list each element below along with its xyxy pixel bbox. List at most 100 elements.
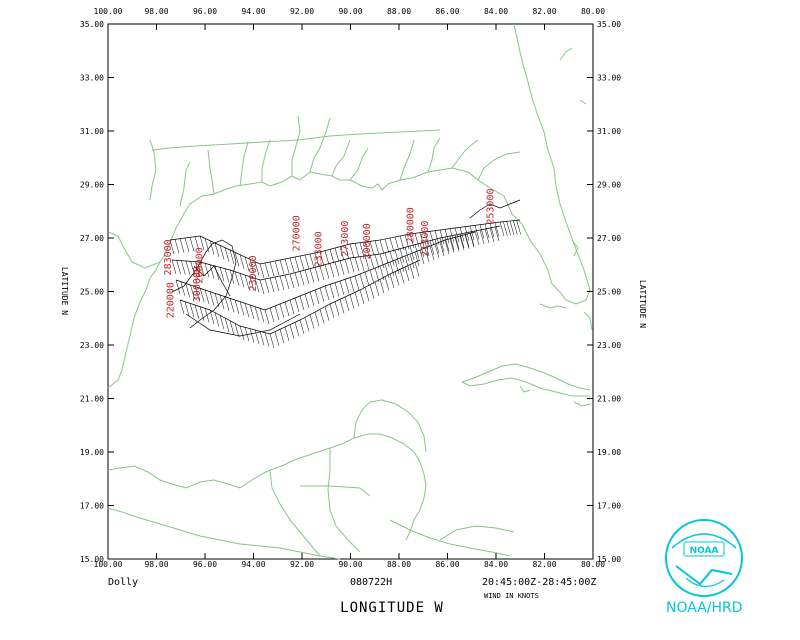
wind-barb <box>434 243 440 259</box>
wind-barb <box>419 243 425 258</box>
wind-barb <box>219 315 225 330</box>
flight-level-label: 230000 <box>248 255 259 291</box>
wind-barb <box>195 261 200 276</box>
wind-barb <box>284 274 290 290</box>
lat-tick-label-left: 27.00 <box>80 234 104 243</box>
wind-barb <box>384 263 390 279</box>
wind-barb <box>464 232 470 248</box>
wind-units: WIND IN KNOTS <box>484 592 539 600</box>
wind-barb <box>344 279 350 294</box>
wind-barb <box>190 261 195 276</box>
lat-tick-label-left: 19.00 <box>80 448 104 457</box>
wind-barb <box>284 326 290 342</box>
lat-tick-label-right: 27.00 <box>597 234 621 243</box>
wind-barb <box>254 261 260 276</box>
wind-barb <box>334 301 340 316</box>
flight-level-label: 273000 <box>340 221 351 257</box>
wind-barb <box>469 233 475 248</box>
wind-barb <box>429 240 435 255</box>
wind-barb <box>344 245 350 260</box>
wind-barb <box>474 230 480 246</box>
wind-barb <box>424 231 430 247</box>
wind-barb <box>349 294 355 309</box>
flight-level-labels: 283000 260000 230000 270000 233000 273000 2000… <box>163 189 497 319</box>
wind-barb <box>459 227 465 242</box>
wind-barb <box>389 261 395 277</box>
wind-barb <box>349 277 355 292</box>
wind-barb <box>239 254 245 269</box>
wind-barb <box>359 242 365 257</box>
wind-barb <box>516 220 521 235</box>
wind-barb <box>279 259 285 275</box>
wind-barb <box>289 257 295 273</box>
lon-tick-label-bottom: 86.00 <box>435 560 459 569</box>
wind-barb <box>419 249 425 265</box>
wind-barb <box>374 240 380 255</box>
wind-barb <box>274 276 280 292</box>
lon-tick-label-top: 80.00 <box>581 7 605 16</box>
wind-barb <box>179 299 185 315</box>
time-range: 20:45:00Z-28:45:00Z <box>482 577 596 588</box>
coastline <box>107 23 593 560</box>
flight-level-label: 213000 <box>420 221 431 257</box>
lat-tick-label-right: 23.00 <box>597 341 621 350</box>
wind-barb <box>304 293 310 309</box>
wind-barb <box>239 301 245 316</box>
wind-barb <box>264 309 270 325</box>
wind-barb <box>274 331 280 346</box>
wind-barb <box>254 306 260 321</box>
wind-barb <box>209 309 215 325</box>
flight-level-label: 300000 <box>192 266 203 302</box>
wind-barb <box>394 259 400 275</box>
wind-barb <box>334 247 340 263</box>
wind-barb <box>204 289 210 305</box>
wind-barb <box>244 327 250 342</box>
lat-tick-label-right: 19.00 <box>597 448 621 457</box>
wind-barb <box>194 304 200 320</box>
wind-barb <box>224 268 230 283</box>
wind-barb <box>354 275 360 291</box>
wind-barb <box>449 238 455 253</box>
wind-barb <box>344 296 350 312</box>
wind-barb <box>189 303 195 318</box>
wind-barb <box>409 245 415 261</box>
wind-barb <box>414 262 420 277</box>
wind-barb <box>344 259 350 274</box>
date-code: 080722H <box>350 577 392 588</box>
wind-barb <box>389 237 395 253</box>
flight-level-label: 260000 <box>195 247 206 283</box>
wind-barb <box>264 278 270 294</box>
wind-barb <box>279 275 285 291</box>
wind-barb <box>184 301 190 316</box>
lon-tick-label-bottom: 94.00 <box>241 560 265 569</box>
wind-barb <box>269 261 275 277</box>
lat-tick-label-right: 25.00 <box>597 288 621 297</box>
wind-barb <box>224 247 230 262</box>
wind-barb <box>314 267 320 282</box>
wind-barbs <box>169 220 521 349</box>
storm-name: Dolly <box>108 577 138 588</box>
wind-barb <box>309 291 315 307</box>
lon-tick-label-bottom: 92.00 <box>290 560 314 569</box>
flight-level-label: 280000 <box>406 207 417 243</box>
wind-barb <box>249 259 255 274</box>
wind-barb <box>199 235 205 251</box>
wind-barb <box>334 261 340 277</box>
wind-barb <box>314 311 320 327</box>
wind-barb <box>384 276 390 291</box>
wind-barb <box>214 265 220 281</box>
wind-barb <box>489 227 495 243</box>
wind-barb <box>204 308 210 323</box>
wind-barb <box>499 221 505 237</box>
wind-barb <box>349 243 355 259</box>
wind-barb <box>359 289 365 305</box>
wind-barb <box>454 237 460 252</box>
lat-tick-label-right: 33.00 <box>597 74 621 83</box>
wind-barb <box>219 294 225 310</box>
wind-barb <box>404 247 410 262</box>
wind-barb <box>209 291 215 306</box>
lat-tick-label-right: 35.00 <box>597 20 621 29</box>
lon-tick-label-bottom: 100.00 <box>94 560 123 569</box>
wind-barb <box>439 241 445 257</box>
wind-barb <box>304 254 310 270</box>
